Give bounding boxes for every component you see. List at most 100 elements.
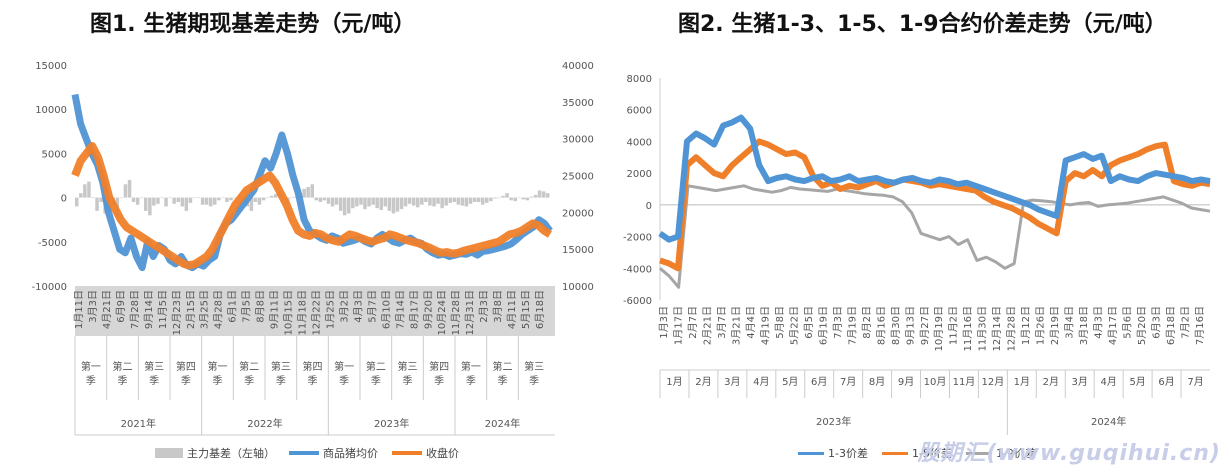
right-axis-tick-label: 25000 — [562, 172, 594, 183]
basis-bar — [440, 197, 444, 209]
basis-bar — [225, 197, 229, 202]
x-quarter-label: 季 — [498, 375, 508, 387]
x-date-tick-label: 7月16日 — [1194, 306, 1206, 345]
basis-bar — [533, 194, 538, 198]
basis-bar — [355, 197, 359, 207]
series-line-spread19 — [659, 184, 1211, 289]
basis-bar — [253, 197, 258, 202]
right-axis-tick-label: 40000 — [562, 61, 594, 72]
x-quarter-label: 季 — [529, 375, 539, 387]
x-date-tick-label: 11月5日 — [157, 290, 169, 329]
x-date-tick-label: 8月2日 — [861, 306, 873, 339]
basis-bar — [545, 193, 550, 198]
basis-bar — [127, 179, 132, 198]
basis-bar — [432, 197, 436, 207]
x-date-tick-label: 8月30日 — [890, 306, 902, 345]
legend-label-spread13: 1-3价差 — [828, 447, 868, 460]
x-month-label: 9月 — [898, 376, 914, 388]
basis-bar — [180, 197, 185, 207]
x-date-tick-label: 2月21日 — [702, 306, 714, 345]
x-date-tick-label: 5月7日 — [366, 290, 378, 323]
x-date-tick-label: 5月15日 — [520, 290, 532, 329]
basis-bar — [379, 197, 383, 210]
x-quarter-label: 第四 — [429, 360, 449, 373]
x-quarter-label: 季 — [276, 375, 286, 387]
x-quarter-label: 第四 — [303, 360, 323, 373]
date-label-band — [75, 286, 555, 336]
basis-bar — [83, 184, 87, 198]
basis-bar — [233, 197, 237, 199]
legend-item-basis: 主力基差（左轴） — [155, 445, 275, 461]
left-axis-tick-label: 0 — [61, 194, 67, 205]
x-year-label: 2022年 — [247, 417, 282, 430]
x-year-label: 2023年 — [374, 417, 409, 430]
basis-bar — [152, 197, 156, 206]
x-date-tick-label: 11月30日 — [977, 306, 989, 351]
x-date-tick-label: 12月22日 — [310, 290, 322, 335]
x-quarter-label: 季 — [371, 375, 381, 387]
legend-label-avg: 商品猪均价 — [323, 447, 378, 460]
basis-bar — [221, 197, 225, 199]
series-line-spread13 — [658, 114, 1211, 243]
basis-bar — [204, 197, 209, 205]
x-date-tick-label: 6月10日 — [380, 290, 392, 329]
basis-bar — [338, 197, 343, 211]
basis-bar — [489, 197, 493, 202]
legend-label-spread19: 1-9价差 — [995, 447, 1036, 460]
basis-bar — [513, 197, 517, 202]
x-date-tick-label: 7月3日 — [832, 306, 844, 339]
x-quarter-label: 季 — [86, 375, 96, 387]
x-date-tick-label: 6月1日 — [227, 290, 239, 323]
basis-bar — [131, 197, 136, 202]
x-month-label: 5月 — [782, 376, 798, 388]
basis-bar — [164, 197, 168, 207]
basis-bar — [148, 197, 152, 216]
x-month-label: 3月 — [724, 376, 740, 388]
legend-label-basis: 主力基差（左轴） — [187, 447, 275, 460]
legend-label-spread15: 1-5价差 — [911, 447, 952, 460]
basis-bar — [456, 197, 461, 205]
x-date-tick-label: 2月15日 — [185, 290, 197, 329]
x-date-tick-label: 10月15日 — [283, 290, 295, 335]
x-month-label: 4月 — [753, 376, 769, 388]
chart-2-legend: 1-3价差 1-5价差 1-9价差 — [798, 445, 1050, 461]
y-axis-tick-label: -4000 — [623, 264, 652, 275]
x-quarter-label: 季 — [244, 375, 254, 387]
x-date-tick-label: 6月5日 — [803, 306, 815, 339]
basis-bar — [412, 197, 416, 206]
basis-bar — [200, 197, 205, 205]
legend-swatch-basis — [155, 448, 183, 458]
x-quarter-label: 季 — [403, 375, 413, 387]
x-quarter-label: 季 — [466, 375, 476, 387]
x-month-label: 8月 — [869, 376, 885, 388]
basis-bar — [505, 193, 509, 198]
y-axis-tick-label: 2000 — [627, 169, 652, 180]
x-year-label: 2023年 — [816, 415, 851, 428]
basis-bar — [501, 195, 505, 198]
x-quarter-label: 季 — [213, 375, 223, 387]
left-axis-tick-label: -5000 — [38, 238, 67, 249]
basis-bar — [75, 197, 79, 207]
basis-bar — [436, 197, 440, 204]
basis-bar — [537, 190, 542, 198]
x-quarter-label: 第三 — [524, 360, 544, 373]
basis-bar — [371, 197, 375, 205]
x-date-tick-label: 3月2日 — [338, 290, 350, 323]
basis-bar — [217, 197, 221, 201]
series-line-spread15 — [659, 138, 1211, 272]
basis-bar — [452, 197, 457, 202]
y-axis-tick-label: 4000 — [627, 137, 652, 148]
chart-panel-1: 图1. 生猪期现基差走势（元/吨） 15000 10000 5000 0 -5000 -1… — [0, 0, 600, 473]
basis-bar — [192, 197, 197, 199]
x-date-tick-label: 6月9日 — [115, 290, 127, 323]
x-month-label: 6月 — [1158, 376, 1174, 388]
basis-bar — [387, 197, 392, 211]
basis-bar — [529, 196, 534, 198]
basis-bar — [213, 197, 217, 205]
basis-bar — [375, 197, 379, 209]
basis-bar — [351, 197, 355, 209]
left-axis-tick-label: 15000 — [35, 61, 67, 72]
x-date-tick-label: 4月19日 — [760, 306, 772, 345]
x-quarter-label: 第二 — [239, 360, 259, 373]
x-date-tick-label: 1月11日 — [73, 290, 85, 329]
